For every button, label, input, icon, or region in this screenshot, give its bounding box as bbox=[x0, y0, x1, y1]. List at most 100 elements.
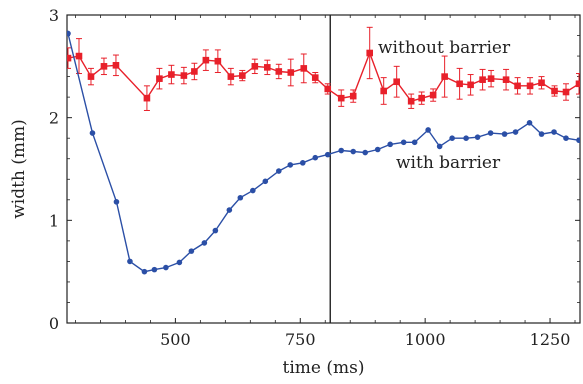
x-axis-title: time (ms) bbox=[283, 358, 365, 378]
without-barrier-point bbox=[264, 64, 271, 71]
without-barrier-point bbox=[214, 57, 222, 65]
y-axis-title: width (mm) bbox=[9, 119, 29, 219]
with-barrier-point bbox=[201, 240, 208, 246]
with-barrier-point bbox=[387, 141, 393, 148]
without-barrier-point bbox=[562, 88, 570, 96]
without-barrier-point bbox=[191, 68, 198, 75]
with-barrier-point bbox=[338, 147, 345, 154]
without-barrier-point bbox=[239, 72, 246, 79]
with-barrier-point bbox=[551, 129, 557, 135]
without-barrier-point bbox=[407, 97, 415, 105]
with-barrier-point bbox=[226, 207, 233, 213]
without-barrier-point bbox=[275, 68, 283, 75]
x-tick-label: 1000 bbox=[405, 330, 446, 349]
without-barrier-point bbox=[487, 75, 495, 82]
without-barrier-point bbox=[75, 52, 83, 60]
with-barrier-point bbox=[501, 131, 508, 137]
with-barrier-point bbox=[287, 162, 294, 168]
with-barrier-point bbox=[299, 160, 306, 166]
with-barrier-point bbox=[576, 137, 580, 144]
without-barrier-point bbox=[380, 87, 387, 95]
y-tick-label: 0 bbox=[49, 314, 59, 333]
with-barrier-point bbox=[176, 259, 183, 266]
without-barrier-point bbox=[100, 63, 108, 70]
without-barrier-series-line bbox=[67, 51, 580, 103]
with-barrier-point bbox=[512, 129, 519, 135]
without-barrier-point bbox=[538, 79, 545, 87]
without-barrier-point bbox=[143, 94, 151, 102]
with-barrier-point bbox=[436, 143, 443, 150]
without-barrier-point bbox=[67, 54, 72, 62]
with-barrier-point bbox=[526, 120, 533, 126]
with-barrier-point bbox=[275, 168, 282, 174]
annotation-without-barrier: without barrier bbox=[378, 38, 511, 58]
without-barrier-point bbox=[168, 71, 175, 78]
without-barrier-point bbox=[287, 69, 295, 76]
with-barrier-point bbox=[425, 127, 431, 133]
without-barrier-point bbox=[311, 74, 319, 81]
with-barrier-point bbox=[113, 199, 120, 205]
with-barrier-point bbox=[127, 258, 133, 265]
x-tick-label: 750 bbox=[285, 330, 316, 349]
axes bbox=[66, 14, 581, 324]
with-barrier-point bbox=[487, 130, 494, 136]
without-barrier-point bbox=[575, 80, 580, 88]
without-barrier-point bbox=[87, 73, 95, 80]
without-barrier-point bbox=[393, 78, 400, 86]
y-tick-label: 1 bbox=[49, 211, 59, 230]
plot-frame bbox=[66, 14, 581, 324]
without-barrier-point bbox=[337, 94, 345, 102]
without-barrier-point bbox=[429, 91, 437, 99]
without-barrier-point bbox=[479, 76, 486, 83]
y-tick-label: 3 bbox=[49, 6, 59, 25]
labels: 500 750 1000 1250 0 1 2 3 time (ms) width (mm) wit… bbox=[9, 6, 570, 378]
with-barrier-point bbox=[400, 139, 407, 146]
without-barrier-point bbox=[551, 87, 558, 95]
with-barrier-point bbox=[374, 146, 381, 153]
with-barrier-point bbox=[324, 151, 331, 158]
annotation-with-barrier: with barrier bbox=[396, 153, 501, 173]
without-barrier-point bbox=[180, 72, 188, 79]
with-barrier-point bbox=[362, 149, 369, 156]
with-barrier-point bbox=[538, 131, 545, 137]
without-barrier-point bbox=[324, 85, 332, 93]
y-tick-label: 2 bbox=[49, 109, 59, 128]
without-barrier-point bbox=[112, 62, 120, 69]
with-barrier-point bbox=[312, 154, 319, 161]
x-tick-label: 1250 bbox=[530, 330, 571, 349]
with-barrier-point bbox=[350, 148, 357, 155]
with-barrier-point bbox=[89, 130, 96, 136]
with-barrier-point bbox=[250, 187, 256, 194]
with-barrier-point bbox=[237, 194, 244, 201]
with-barrier-point bbox=[563, 135, 569, 141]
with-barrier-point bbox=[463, 135, 469, 141]
x-tick-label: 500 bbox=[160, 330, 191, 349]
without-barrier-point bbox=[441, 73, 448, 80]
with-barrier-point bbox=[262, 178, 269, 185]
without-barrier-point bbox=[227, 73, 235, 80]
without-barrier-point bbox=[502, 76, 510, 83]
with-barrier-point bbox=[151, 266, 158, 273]
without-barrier-point bbox=[202, 56, 210, 64]
without-barrier-point bbox=[366, 49, 374, 57]
with-barrier-point bbox=[212, 227, 219, 234]
with-barrier-point bbox=[411, 139, 418, 146]
with-barrier-point bbox=[67, 30, 71, 37]
without-barrier-point bbox=[251, 63, 259, 70]
with-barrier-point bbox=[449, 135, 455, 141]
with-barrier-series-line bbox=[67, 33, 580, 273]
without-barrier-point bbox=[349, 92, 357, 100]
without-barrier-point bbox=[514, 82, 521, 90]
with-barrier-point bbox=[474, 134, 481, 140]
without-barrier-point bbox=[526, 82, 534, 90]
series-group bbox=[67, 26, 580, 275]
with-barrier-point bbox=[163, 264, 169, 271]
with-barrier-point bbox=[188, 248, 195, 254]
without-barrier-point bbox=[418, 94, 425, 102]
with-barrier-point bbox=[141, 268, 148, 275]
without-barrier-point bbox=[456, 80, 463, 88]
without-barrier-point bbox=[300, 65, 308, 72]
without-barrier-point bbox=[156, 75, 163, 82]
series-layer bbox=[67, 26, 580, 275]
